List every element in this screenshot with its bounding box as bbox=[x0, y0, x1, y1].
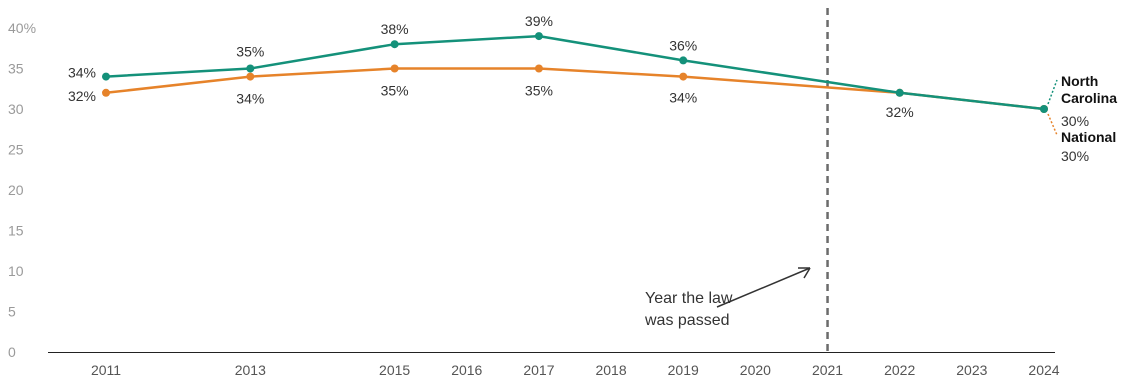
x-tick-label: 2024 bbox=[1028, 362, 1059, 378]
series-name-national: National bbox=[1061, 129, 1116, 145]
data-point bbox=[390, 64, 399, 73]
data-point bbox=[895, 88, 904, 97]
series-end-value: 30% bbox=[1061, 113, 1089, 129]
data-point bbox=[534, 32, 543, 41]
law-annotation: Year the law was passed bbox=[644, 8, 829, 352]
annotation-text: was passed bbox=[644, 312, 730, 329]
y-tick-label: 30 bbox=[8, 101, 24, 117]
series-group: 32% 34% 35% 35% 34% 32% 34% 35% 38% 39% 36% bbox=[68, 13, 1048, 120]
series-end-value: 30% bbox=[1061, 148, 1089, 164]
x-tick-label: 2017 bbox=[523, 362, 554, 378]
data-label: 35% bbox=[381, 83, 409, 99]
data-point bbox=[534, 64, 543, 73]
x-tick-label: 2020 bbox=[740, 362, 771, 378]
y-tick-label: 10 bbox=[8, 263, 24, 279]
series-name-north-carolina: Carolina bbox=[1061, 90, 1117, 106]
y-tick-label: 25 bbox=[8, 142, 24, 158]
data-label: 34% bbox=[669, 90, 697, 106]
annotation-text: Year the law bbox=[645, 290, 733, 307]
data-point bbox=[1040, 105, 1048, 113]
y-tick-label: 20 bbox=[8, 182, 24, 198]
annotation-arrow-line bbox=[716, 267, 811, 308]
y-tick-label: 0 bbox=[8, 344, 16, 360]
x-tick-label: 2018 bbox=[595, 362, 626, 378]
x-tick-label: 2011 bbox=[91, 362, 121, 378]
data-label: 34% bbox=[68, 65, 96, 81]
data-point bbox=[679, 72, 688, 81]
x-tick-label: 2022 bbox=[884, 362, 915, 378]
data-point bbox=[390, 40, 399, 49]
x-tick-label: 2015 bbox=[379, 362, 410, 378]
data-point bbox=[679, 56, 688, 65]
y-tick-label: 5 bbox=[8, 304, 16, 320]
y-tick-label: 35 bbox=[8, 61, 24, 77]
data-label: 38% bbox=[381, 21, 409, 37]
x-tick-label: 2021 bbox=[812, 362, 843, 378]
data-label: 32% bbox=[886, 104, 914, 120]
x-axis: 2011 2013 2015 2016 2017 2018 2019 2020 2021 2022… bbox=[48, 352, 1060, 378]
y-tick-label: 15 bbox=[8, 223, 24, 239]
x-tick-label: 2013 bbox=[235, 362, 266, 378]
data-label: 39% bbox=[525, 13, 553, 29]
data-label: 35% bbox=[525, 83, 553, 99]
x-tick-label: 2019 bbox=[668, 362, 699, 378]
data-label: 36% bbox=[669, 37, 697, 53]
data-point bbox=[246, 72, 255, 81]
data-label: 32% bbox=[68, 88, 96, 104]
series-name-north-carolina: North bbox=[1061, 73, 1098, 89]
nc-connector bbox=[1047, 79, 1058, 105]
data-label: 34% bbox=[236, 91, 264, 107]
data-label: 35% bbox=[236, 44, 264, 60]
y-tick-label: 40% bbox=[8, 20, 36, 36]
annotation-arrow-head bbox=[798, 267, 811, 279]
data-point bbox=[102, 88, 110, 97]
x-tick-label: 2016 bbox=[451, 362, 482, 378]
y-axis: 0 5 10 15 20 25 30 35 40% bbox=[8, 20, 36, 360]
x-tick-label: 2023 bbox=[956, 362, 987, 378]
national-connector bbox=[1047, 113, 1058, 136]
data-point bbox=[102, 72, 110, 81]
data-point bbox=[246, 64, 255, 73]
